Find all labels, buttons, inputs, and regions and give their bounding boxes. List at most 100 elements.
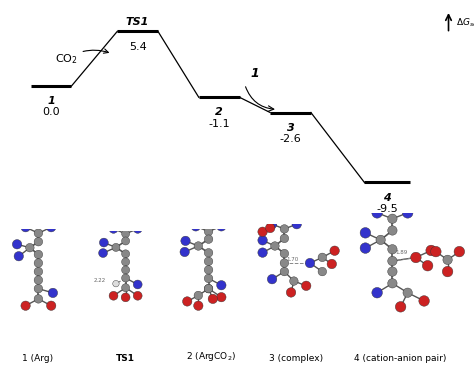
Circle shape bbox=[121, 284, 129, 292]
Circle shape bbox=[193, 301, 203, 310]
Circle shape bbox=[46, 301, 56, 310]
Circle shape bbox=[48, 288, 57, 298]
Circle shape bbox=[204, 227, 213, 236]
Circle shape bbox=[395, 302, 406, 312]
Circle shape bbox=[133, 225, 142, 233]
Circle shape bbox=[182, 297, 192, 306]
Circle shape bbox=[113, 280, 119, 287]
Circle shape bbox=[280, 234, 289, 243]
Circle shape bbox=[121, 266, 129, 274]
Text: 2.22: 2.22 bbox=[94, 278, 106, 283]
Circle shape bbox=[372, 287, 383, 298]
Circle shape bbox=[121, 293, 130, 302]
Circle shape bbox=[360, 228, 371, 238]
Circle shape bbox=[454, 246, 465, 257]
Circle shape bbox=[121, 250, 129, 258]
Circle shape bbox=[99, 248, 108, 258]
Circle shape bbox=[34, 295, 43, 303]
Circle shape bbox=[34, 237, 43, 246]
Text: 1.70: 1.70 bbox=[287, 257, 299, 262]
Circle shape bbox=[34, 259, 43, 267]
Text: 2: 2 bbox=[215, 108, 223, 117]
Circle shape bbox=[258, 227, 267, 236]
Circle shape bbox=[388, 244, 397, 254]
Circle shape bbox=[109, 225, 118, 233]
Text: 1: 1 bbox=[47, 96, 55, 106]
Circle shape bbox=[290, 277, 298, 285]
Circle shape bbox=[100, 238, 108, 247]
Circle shape bbox=[442, 266, 453, 277]
Circle shape bbox=[271, 242, 279, 250]
Circle shape bbox=[388, 226, 397, 235]
Text: 2 (ArgCO$_2$): 2 (ArgCO$_2$) bbox=[186, 350, 236, 363]
Circle shape bbox=[280, 225, 289, 233]
Circle shape bbox=[204, 284, 213, 293]
Circle shape bbox=[121, 237, 129, 245]
Circle shape bbox=[14, 251, 23, 261]
Circle shape bbox=[388, 267, 397, 276]
Circle shape bbox=[318, 267, 327, 276]
Circle shape bbox=[402, 208, 413, 218]
Circle shape bbox=[121, 230, 129, 238]
Circle shape bbox=[410, 252, 421, 263]
Circle shape bbox=[267, 219, 277, 229]
Circle shape bbox=[403, 288, 412, 297]
Circle shape bbox=[204, 248, 213, 257]
Text: TS1: TS1 bbox=[116, 354, 135, 363]
Text: $\Delta G_{sol}$(kcal): $\Delta G_{sol}$(kcal) bbox=[456, 16, 474, 29]
Circle shape bbox=[292, 219, 301, 229]
Text: TS1: TS1 bbox=[126, 17, 149, 28]
Text: -1.1: -1.1 bbox=[209, 119, 230, 128]
Text: 3 (complex): 3 (complex) bbox=[269, 354, 323, 363]
Text: 5.4: 5.4 bbox=[129, 41, 146, 51]
Circle shape bbox=[208, 294, 218, 304]
Circle shape bbox=[34, 229, 43, 237]
Circle shape bbox=[34, 284, 43, 293]
Circle shape bbox=[286, 288, 296, 297]
Circle shape bbox=[280, 267, 289, 276]
Text: 1: 1 bbox=[250, 67, 259, 80]
Circle shape bbox=[330, 246, 339, 255]
Text: 0.0: 0.0 bbox=[42, 108, 60, 117]
Circle shape bbox=[180, 247, 189, 257]
Circle shape bbox=[217, 292, 226, 302]
Circle shape bbox=[280, 259, 289, 267]
Circle shape bbox=[204, 257, 213, 266]
Circle shape bbox=[204, 274, 213, 283]
Circle shape bbox=[112, 243, 120, 251]
Circle shape bbox=[204, 235, 213, 243]
Circle shape bbox=[265, 223, 275, 233]
Circle shape bbox=[26, 243, 34, 252]
Circle shape bbox=[267, 275, 277, 284]
Circle shape bbox=[372, 208, 383, 218]
Circle shape bbox=[34, 276, 43, 284]
Circle shape bbox=[388, 279, 397, 288]
Text: 4: 4 bbox=[383, 193, 391, 203]
Circle shape bbox=[258, 236, 267, 245]
Circle shape bbox=[12, 240, 22, 249]
Circle shape bbox=[305, 258, 315, 268]
Circle shape bbox=[318, 253, 327, 262]
Circle shape bbox=[204, 284, 213, 293]
Text: 3: 3 bbox=[287, 123, 294, 132]
Text: -2.6: -2.6 bbox=[280, 134, 301, 144]
Circle shape bbox=[430, 246, 441, 257]
Text: 1 (Arg): 1 (Arg) bbox=[22, 354, 54, 363]
Circle shape bbox=[301, 281, 311, 291]
Text: 4 (cation-anion pair): 4 (cation-anion pair) bbox=[355, 354, 447, 363]
Circle shape bbox=[422, 261, 433, 271]
Circle shape bbox=[419, 296, 429, 306]
Circle shape bbox=[280, 249, 289, 258]
Circle shape bbox=[181, 236, 190, 246]
Circle shape bbox=[388, 256, 397, 266]
Circle shape bbox=[258, 248, 267, 257]
Text: CO$_2$: CO$_2$ bbox=[55, 49, 109, 66]
Circle shape bbox=[194, 242, 202, 250]
Text: 1.89: 1.89 bbox=[396, 250, 408, 255]
Circle shape bbox=[388, 214, 397, 224]
Circle shape bbox=[21, 301, 30, 310]
Circle shape bbox=[46, 222, 56, 232]
Circle shape bbox=[204, 266, 213, 274]
Circle shape bbox=[327, 259, 337, 269]
Circle shape bbox=[360, 243, 371, 253]
